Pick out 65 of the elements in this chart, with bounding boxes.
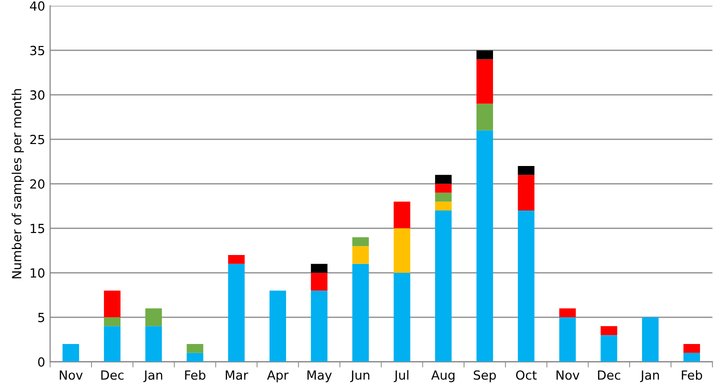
- bar: [435, 192, 452, 202]
- x-tick-label: Nov: [60, 370, 83, 380]
- bar: [62, 344, 80, 362]
- bar: [310, 264, 328, 273]
- x-tick-label: Feb: [682, 370, 702, 380]
- y-tick-label: 20: [30, 179, 44, 189]
- x-tick-label: Nov: [556, 370, 580, 380]
- bar: [104, 290, 120, 318]
- bar: [394, 202, 410, 228]
- x-tick-label: Jan: [143, 370, 162, 382]
- x-tick-label: Aug: [431, 370, 454, 382]
- bar: [559, 317, 576, 362]
- bar: [186, 344, 204, 353]
- bar: [270, 290, 286, 362]
- y-tick-label: 0: [38, 357, 44, 367]
- x-tick-label: Apr: [267, 370, 289, 382]
- y-tick-label: 40: [30, 1, 44, 11]
- bar: [310, 290, 328, 362]
- bar: [476, 59, 494, 104]
- bar: [435, 174, 452, 184]
- x-tick-label: Dec: [598, 370, 620, 380]
- bar: [518, 174, 534, 210]
- x-tick-label: Mar: [226, 370, 248, 380]
- bar: [683, 352, 700, 362]
- bar: [352, 264, 369, 362]
- bar: [559, 308, 576, 318]
- bar: [352, 246, 369, 264]
- y-tick-label: 10: [30, 268, 44, 278]
- x-tick-label: Sep: [474, 370, 496, 382]
- y-tick-label: 5: [38, 312, 44, 322]
- bar: [683, 344, 700, 353]
- x-tick-label: Jan: [640, 370, 659, 382]
- bar: [476, 130, 494, 362]
- bar: [518, 210, 534, 362]
- bar: [476, 104, 494, 130]
- bar: [600, 326, 618, 336]
- bar: [394, 228, 410, 273]
- bar: [186, 352, 204, 362]
- bar: [352, 237, 369, 246]
- x-tick-label: Feb: [185, 370, 206, 380]
- bar: [642, 317, 659, 362]
- bar: [435, 184, 452, 193]
- bar: [145, 308, 162, 326]
- bar: [104, 326, 120, 362]
- bar: [145, 326, 162, 362]
- bar: [476, 50, 494, 60]
- x-tick-label: Dec: [101, 370, 124, 380]
- bar: [228, 264, 245, 362]
- bar: [435, 210, 452, 362]
- bar: [104, 317, 120, 326]
- x-tick-label: Jun: [350, 370, 370, 382]
- x-tick-label: May: [307, 370, 332, 382]
- bar: [310, 272, 328, 291]
- x-tick-label: Jul: [394, 370, 408, 382]
- bar: [394, 272, 410, 362]
- bar: [228, 254, 245, 264]
- x-tick-label: Oct: [516, 370, 537, 380]
- y-tick-label: 35: [30, 46, 44, 56]
- y-tick-label: 30: [30, 90, 44, 100]
- bar: [518, 166, 534, 175]
- bar: [600, 335, 618, 362]
- y-tick-label: 15: [30, 224, 44, 234]
- bar: [435, 202, 452, 210]
- y-axis-title: Number of samples per month: [12, 89, 24, 278]
- y-tick-label: 25: [30, 134, 44, 144]
